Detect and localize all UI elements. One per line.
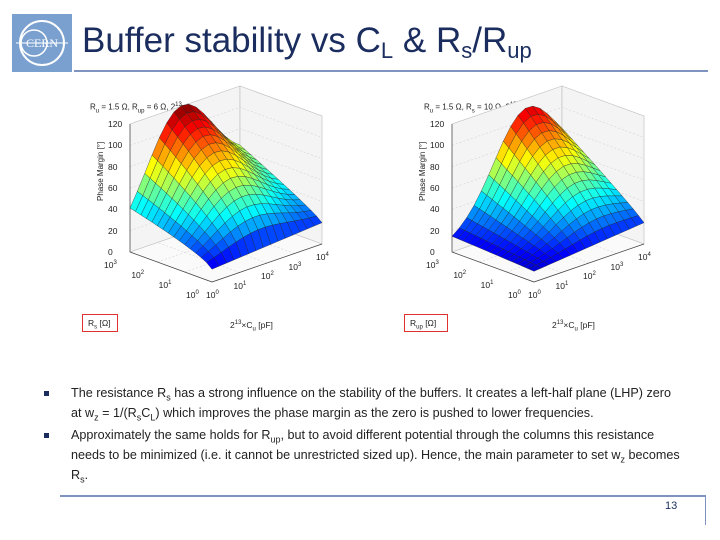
y-tick-label: 104 xyxy=(316,251,329,262)
bullet-item: The resistance Rs has a strong influence… xyxy=(44,386,684,426)
z-axis-label: Phase Margin [°] xyxy=(418,141,427,202)
cern-logo-icon: CERN xyxy=(16,20,68,66)
logo-text: CERN xyxy=(26,36,58,50)
cern-logo: CERN xyxy=(12,14,72,72)
y-tick-label: 100 xyxy=(206,289,219,300)
z-axis-label: Phase Margin [°] xyxy=(96,141,105,202)
z-tick-label: 120 xyxy=(430,119,445,129)
y-tick-label: 103 xyxy=(610,261,624,272)
axis-line xyxy=(451,251,535,283)
x-axis-label: Rup [Ω] xyxy=(410,318,437,331)
x-tick-label: 102 xyxy=(453,269,467,280)
z-gridline xyxy=(129,128,323,167)
x-tick-label: 101 xyxy=(480,279,494,290)
footer-frame xyxy=(705,495,706,525)
z-gridline xyxy=(129,107,323,146)
y-tick-label: 100 xyxy=(528,289,541,300)
highlight-box xyxy=(82,314,118,332)
z-tick-label: 0 xyxy=(430,247,435,257)
axis-line xyxy=(533,243,645,283)
y-tick-label: 103 xyxy=(288,261,302,272)
title-rule xyxy=(74,70,708,72)
z-tick-label: 20 xyxy=(430,225,440,236)
x-tick-label: 100 xyxy=(508,289,521,300)
floor-gridline xyxy=(157,242,240,273)
z-gridline xyxy=(129,85,323,125)
y-axis-label: 213×Cu [pF] xyxy=(230,320,273,333)
surface-chart-rup: Ru = 1.5 Ω, Rs = 10 Ω, 213×Iu = 98.3 nA … xyxy=(382,85,682,340)
page-number: 13 xyxy=(665,500,678,512)
z-tick-label: 100 xyxy=(430,140,445,151)
highlight-box xyxy=(404,314,448,332)
surface-plot-svg xyxy=(129,85,323,283)
z-tick-label: 60 xyxy=(108,183,118,193)
z-tick-label: 40 xyxy=(430,204,440,215)
z-tick-label: 100 xyxy=(108,140,123,151)
z-tick-label: 80 xyxy=(108,161,118,172)
bullet-square-icon xyxy=(44,433,49,439)
z-tick-label: 80 xyxy=(430,161,440,172)
surface-patch xyxy=(206,257,220,270)
bullet-list: The resistance Rs has a strong influence… xyxy=(44,386,684,490)
x-tick-label: 101 xyxy=(158,279,172,290)
x-tick-label: 102 xyxy=(131,269,145,280)
x-tick-label: 103 xyxy=(426,259,439,270)
slide-title: Buffer stability vs CL & Rs/Rup xyxy=(82,21,532,63)
z-tick-label: 20 xyxy=(108,225,118,236)
y-tick-label: 102 xyxy=(261,270,274,281)
surface-plot-svg xyxy=(451,85,645,283)
z-gridline xyxy=(451,85,645,125)
surface-patch xyxy=(528,265,542,272)
y-axis-label: 213×Cu [pF] xyxy=(552,320,595,333)
z-tick-label: 40 xyxy=(108,204,118,215)
axis-line xyxy=(129,251,213,283)
z-tick-label: 0 xyxy=(108,247,113,257)
bullet-item: Approximately the same holds for Rup, bu… xyxy=(44,428,684,488)
y-tick-label: 101 xyxy=(555,280,569,291)
y-tick-label: 104 xyxy=(638,251,651,262)
footer-rule xyxy=(60,495,706,497)
z-tick-label: 60 xyxy=(430,183,440,193)
axis-line xyxy=(211,243,323,283)
x-tick-label: 103 xyxy=(104,259,117,270)
bullet-square-icon xyxy=(44,391,49,396)
y-tick-label: 101 xyxy=(233,280,247,291)
x-axis-label: Rs [Ω] xyxy=(88,318,111,331)
y-tick-label: 102 xyxy=(583,270,596,281)
z-gridline xyxy=(451,107,645,146)
x-tick-label: 100 xyxy=(186,289,199,300)
z-tick-label: 120 xyxy=(108,119,123,129)
surface-chart-rs: Ru = 1.5 Ω, Rup = 6 Ω, 213×Iu = 98.3 nA … xyxy=(60,85,360,340)
